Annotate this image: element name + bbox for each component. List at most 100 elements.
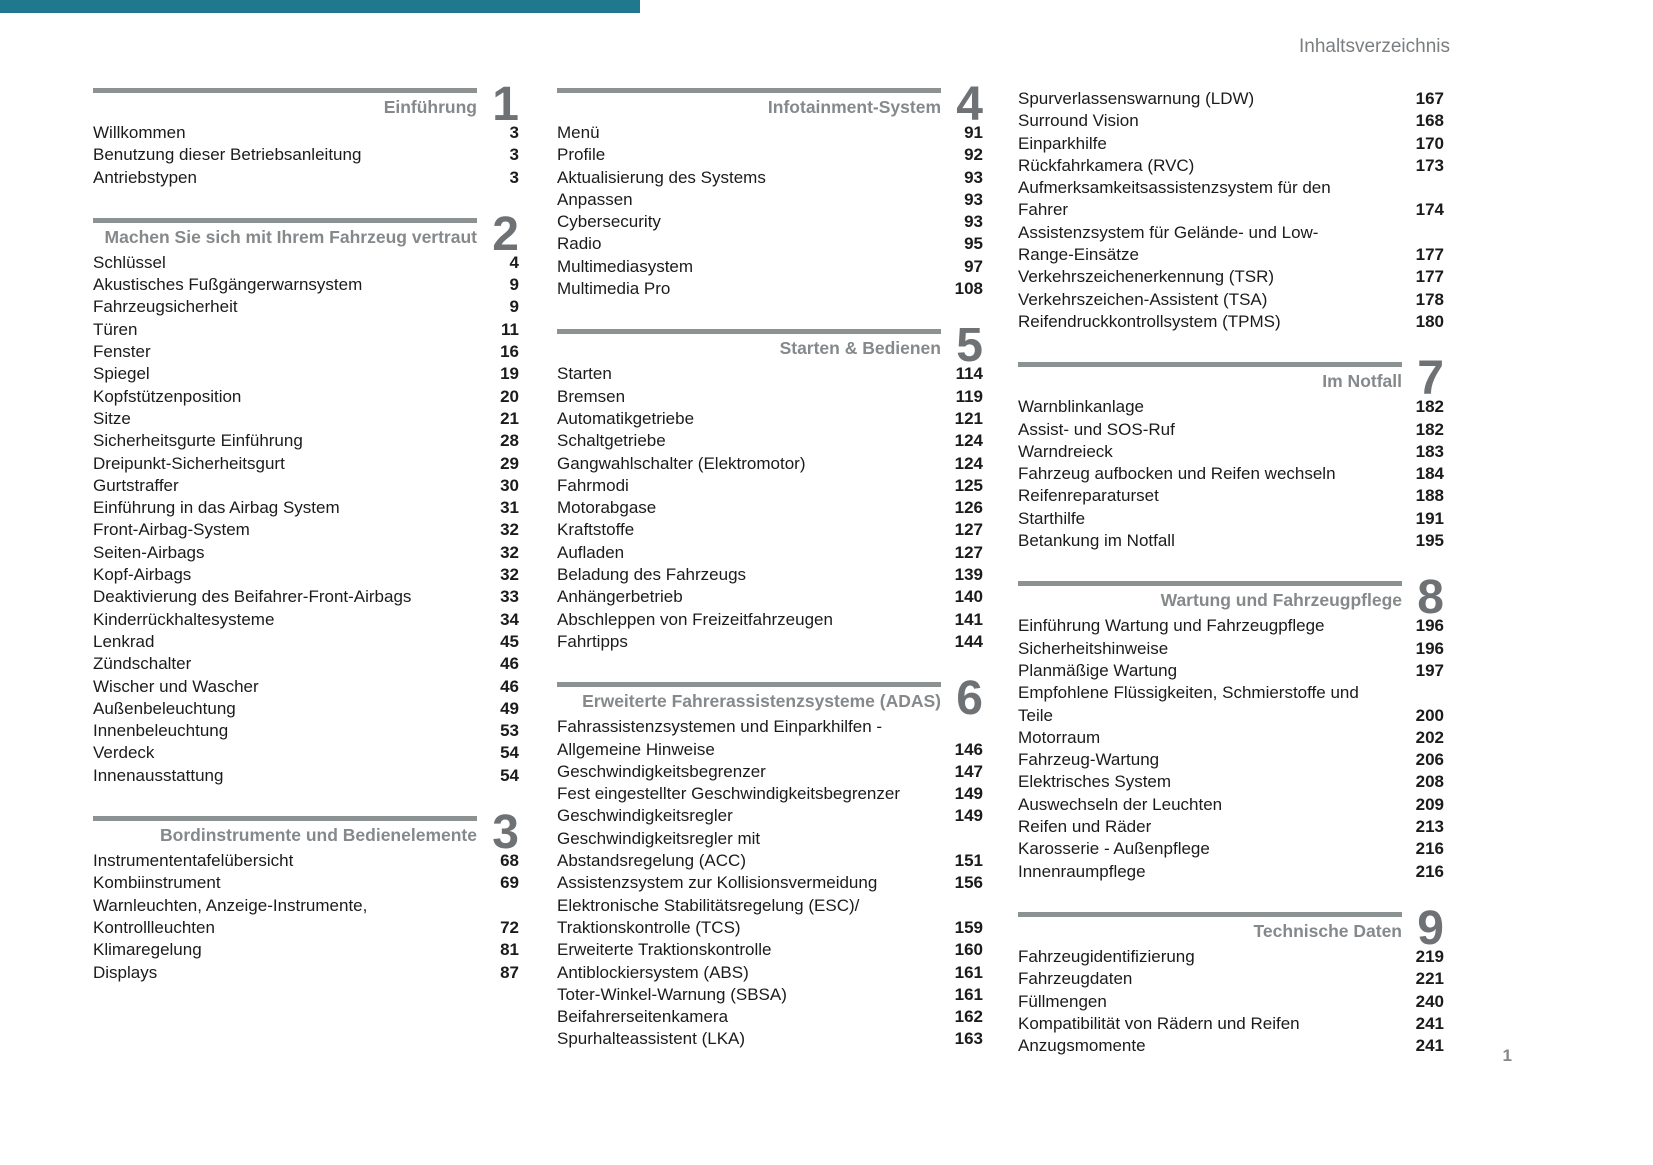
toc-entry-line: Sicherheitshinweise 196	[1018, 638, 1444, 660]
toc-entry-line: Anhängerbetrieb 140	[557, 586, 983, 608]
chapter-number: 2	[492, 207, 519, 261]
toc-entry-title: Elektronische Stabilitätsregelung (ESC)/	[557, 895, 860, 915]
section-title: Infotainment-System	[767, 97, 941, 117]
toc-entry-title: Front-Airbag-System	[93, 520, 250, 540]
toc-entry-title: Sicherheitsgurte Einführung	[93, 431, 303, 451]
toc-entry-page: 21	[500, 408, 519, 428]
toc-entry: Spiegel 19	[93, 363, 519, 385]
toc-entry-line: Deaktivierung des Beifahrer-Front-Airbag…	[93, 586, 519, 608]
toc-entry: Sicherheitsgurte Einführung 28	[93, 430, 519, 452]
toc-entry-title: Anzugsmomente	[1018, 1036, 1146, 1056]
toc-entry-title: Automatikgetriebe	[557, 408, 695, 428]
toc-entry-line: Verkehrszeichen-Assistent (TSA) 178	[1018, 289, 1444, 311]
toc-entry-line: Multimedia Pro 108	[557, 278, 983, 300]
toc-entry-page: 72	[500, 917, 519, 937]
toc-entry: Surround Vision 168	[1018, 110, 1444, 132]
toc-entry-title: Füllmengen	[1018, 991, 1107, 1011]
toc-section-continuation: Spurverlassenswarnung (LDW) 167 Surround V…	[1018, 88, 1444, 333]
toc-entry-title: Spurhalteassistent (LKA)	[557, 1029, 746, 1049]
toc-entry-title: Türen	[93, 319, 138, 339]
toc-entry-page: 126	[954, 498, 983, 518]
toc-entry: Erweiterte Traktionskontrolle 160	[557, 939, 983, 961]
toc-entry-line: Sicherheitsgurte Einführung 28	[93, 430, 519, 452]
section-rule	[1018, 911, 1402, 917]
toc-entry: Verkehrszeichen-Assistent (TSA) 178	[1018, 289, 1444, 311]
toc-entry-page: 177	[1415, 267, 1444, 287]
section-rule	[1018, 362, 1402, 368]
toc-entry-page: 30	[500, 475, 519, 495]
toc-entry: Elektrisches System 208	[1018, 771, 1444, 793]
toc-entry-page: 163	[954, 1029, 983, 1049]
toc-entry-page: 208	[1415, 772, 1444, 792]
toc-entry-title: Multimediasystem	[557, 256, 694, 276]
toc-entry-title: Kontrollleuchten	[93, 917, 215, 937]
toc-entry-title: Assist- und SOS-Ruf	[1018, 419, 1175, 439]
toc-entry-title: Kompatibilität von Rädern und Reifen	[1018, 1013, 1300, 1033]
toc-entry: Toter-Winkel-Warnung (SBSA) 161	[557, 984, 983, 1006]
chapter-number: 3	[492, 806, 519, 860]
toc-entry-line: Teile 200	[1018, 705, 1444, 727]
toc-entry-line: Surround Vision 168	[1018, 110, 1444, 132]
toc-entry-title: Einführung Wartung und Fahrzeugpflege	[1018, 616, 1325, 636]
toc-entry-title: Gurtstraffer	[93, 475, 179, 495]
toc-entry: Multimedia Pro 108	[557, 278, 983, 300]
toc-entry-line: Fahrmodi 125	[557, 475, 983, 497]
toc-entry-page: 9	[509, 297, 519, 317]
toc-entry-title: Assistenzsystem zur Kollisionsvermeidung	[557, 873, 878, 893]
toc-entry: Cybersecurity 93	[557, 211, 983, 233]
toc-entry-title: Reifenreparaturset	[1018, 486, 1159, 506]
toc-section: Infotainment-System 4 Menü 91 Profile 92 Aktua…	[557, 81, 983, 300]
toc-entry-page: 151	[954, 851, 983, 871]
toc-entry-page: 196	[1415, 638, 1444, 658]
toc-entry-page: 32	[500, 565, 519, 585]
toc-entry-line: Warndreieck 183	[1018, 441, 1444, 463]
toc-entry-title: Reifen und Räder	[1018, 817, 1152, 837]
toc-entry-page: 195	[1415, 531, 1444, 551]
chapter-number: 8	[1417, 571, 1444, 625]
toc-entry-title: Fest eingestellter Geschwindigkeitsbegre…	[557, 784, 901, 804]
toc-entry: Warnleuchten, Anzeige-Instrumente, Kontro…	[93, 895, 519, 940]
toc-entry-line: Assist- und SOS-Ruf 182	[1018, 419, 1444, 441]
toc-entry-page: 241	[1415, 1013, 1444, 1033]
toc-entry-page: 182	[1415, 419, 1444, 439]
toc-entry-title: Motorabgase	[557, 498, 657, 518]
toc-entry-page: 177	[1415, 245, 1444, 265]
toc-entry-line: Sitze 21	[93, 408, 519, 430]
toc-entry-page: 108	[954, 279, 983, 299]
toc-entry-title: Aktualisierung des Systems	[557, 167, 766, 187]
toc-entry-page: 216	[1415, 839, 1444, 859]
toc-entry-line: Klimaregelung 81	[93, 939, 519, 961]
chapter-number: 1	[492, 78, 519, 131]
toc-entry-page: 180	[1415, 311, 1444, 331]
toc-entry-line: Willkommen 3	[93, 122, 519, 144]
toc-entry: Multimediasystem 97	[557, 256, 983, 278]
toc-entry-page: 146	[954, 739, 983, 759]
toc-entry-page: 141	[954, 609, 983, 629]
toc-entry-line: Starthilfe 191	[1018, 508, 1444, 530]
toc-entry-title: Spurverlassenswarnung (LDW)	[1018, 89, 1255, 108]
toc-entry-line: Innenbeleuchtung 53	[93, 720, 519, 742]
toc-entry-page: 183	[1415, 441, 1444, 461]
toc-entry: Benutzung dieser Betriebsanleitung 3	[93, 144, 519, 166]
toc-section: Wartung und Fahrzeugpflege 8 Einführung Wa…	[1018, 574, 1444, 883]
toc-entry: Akustisches Fußgängerwarnsystem 9	[93, 274, 519, 296]
toc-entry-title: Geschwindigkeitsbegrenzer	[557, 761, 766, 781]
toc-entry-line: Schaltgetriebe 124	[557, 430, 983, 452]
toc-entry-title: Kopfstützenposition	[93, 386, 242, 406]
toc-entry-line: Fahrzeugsicherheit 9	[93, 296, 519, 318]
toc-entry-page: 68	[500, 851, 519, 871]
toc-entry: Innenausstattung 54	[93, 765, 519, 787]
toc-entry: Innenbeleuchtung 53	[93, 720, 519, 742]
section-rule	[557, 88, 941, 93]
toc-entry-page: 196	[1415, 616, 1444, 636]
toc-entry-title: Sicherheitshinweise	[1018, 638, 1169, 658]
toc-entry: Bremsen 119	[557, 386, 983, 408]
toc-section: Bordinstrumente und Bedienelemente 3 Instr…	[93, 809, 519, 984]
toc-entry: Rückfahrkamera (RVC) 173	[1018, 155, 1444, 177]
toc-entry-title: Warnblinkanlage	[1018, 397, 1144, 417]
toc-entry-page: 54	[500, 743, 519, 763]
toc-entry-page: 221	[1415, 969, 1444, 989]
toc-entry-page: 46	[500, 654, 519, 674]
toc-entry: Fest eingestellter Geschwindigkeitsbegre…	[557, 783, 983, 805]
toc-entry: Seiten-Airbags 32	[93, 542, 519, 564]
